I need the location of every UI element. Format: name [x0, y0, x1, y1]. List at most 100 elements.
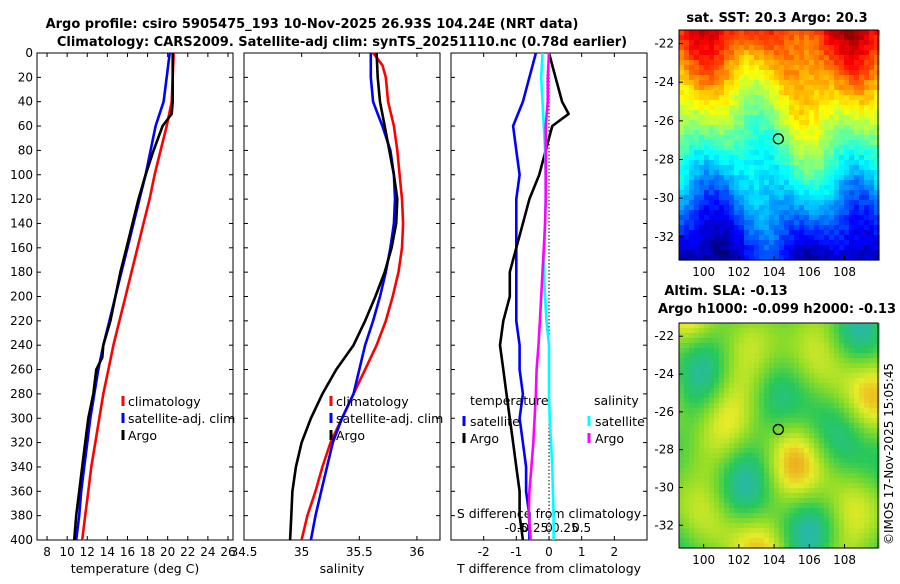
- sla-cell: [829, 528, 835, 534]
- sla-cell: [814, 518, 820, 524]
- sla-cell: [764, 358, 770, 364]
- sla-cell: [714, 338, 720, 344]
- sla-cell: [784, 458, 790, 464]
- sla-cell: [689, 388, 695, 394]
- sla-cell: [744, 373, 750, 379]
- sst-cell: [874, 165, 880, 171]
- sla-cell: [734, 363, 740, 369]
- sla-cell: [794, 438, 800, 444]
- sla-cell: [864, 353, 870, 359]
- sst-cell: [679, 40, 685, 46]
- sla-cell: [799, 353, 805, 359]
- sst-cell: [724, 160, 730, 166]
- sla-cell: [789, 328, 795, 334]
- sst-cell: [749, 80, 755, 86]
- sst-cell: [684, 115, 690, 121]
- sla-cell: [729, 468, 735, 474]
- sst-cell: [749, 240, 755, 246]
- sst-cell: [849, 165, 855, 171]
- sla-cell: [844, 433, 850, 439]
- sla-cell: [814, 493, 820, 499]
- sla-cell: [844, 333, 850, 339]
- sst-cell: [739, 185, 745, 191]
- sla-cell: [704, 528, 710, 534]
- sst-cell: [829, 230, 835, 236]
- sla-cell: [704, 393, 710, 399]
- sla-cell: [764, 493, 770, 499]
- sst-cell: [749, 130, 755, 136]
- sla-cell: [774, 488, 780, 494]
- sst-cell: [804, 240, 810, 246]
- sla-cell: [864, 343, 870, 349]
- sla-cell: [734, 533, 740, 539]
- sst-cell: [769, 65, 775, 71]
- sst-cell: [764, 195, 770, 201]
- sst-cell: [714, 110, 720, 116]
- sla-cell: [789, 363, 795, 369]
- sla-cell: [829, 428, 835, 434]
- sst-cell: [819, 70, 825, 76]
- sla-cell: [729, 333, 735, 339]
- sst-cell: [739, 55, 745, 61]
- sst-cell: [764, 210, 770, 216]
- diff-line-s-argo: [527, 52, 551, 541]
- sst-cell: [724, 85, 730, 91]
- sla-cell: [764, 458, 770, 464]
- sla-cell: [824, 448, 830, 454]
- sst-cell: [804, 110, 810, 116]
- sla-cell: [874, 468, 880, 474]
- sst-cell: [774, 220, 780, 226]
- sst-cell: [844, 200, 850, 206]
- sla-cell: [869, 373, 875, 379]
- sla-cell: [734, 378, 740, 384]
- sla-cell: [859, 473, 865, 479]
- sla-cell: [734, 503, 740, 509]
- sla-cell: [779, 448, 785, 454]
- sst-cell: [819, 125, 825, 131]
- sla-cell: [699, 493, 705, 499]
- sla-cell: [849, 373, 855, 379]
- sst-cell: [734, 120, 740, 126]
- sst-cell: [719, 50, 725, 56]
- sla-cell: [784, 508, 790, 514]
- sst-cell: [709, 55, 715, 61]
- temperature-xlabel: temperature (deg C): [71, 561, 200, 576]
- sla-cell: [789, 443, 795, 449]
- sla-cell: [734, 468, 740, 474]
- sst-cell: [689, 180, 695, 186]
- sst-cell: [684, 190, 690, 196]
- sst-cell: [794, 160, 800, 166]
- sst-cell: [794, 180, 800, 186]
- sst-cell: [729, 250, 735, 256]
- sst-cell: [844, 150, 850, 156]
- sst-cell: [799, 50, 805, 56]
- sst-cell: [804, 55, 810, 61]
- sst-cell: [734, 45, 740, 51]
- sst-cell: [864, 165, 870, 171]
- sst-cell: [759, 190, 765, 196]
- difference-xtick-label: 0: [545, 545, 553, 559]
- sla-cell: [844, 528, 850, 534]
- sla-cell: [824, 473, 830, 479]
- sst-cell: [764, 150, 770, 156]
- sla-cell: [854, 383, 860, 389]
- sla-cell: [759, 438, 765, 444]
- sst-cell: [809, 245, 815, 251]
- sla-cell: [839, 533, 845, 539]
- sla-cell: [734, 338, 740, 344]
- sla-cell: [694, 458, 700, 464]
- sla-cell: [769, 398, 775, 404]
- sla-cell: [724, 478, 730, 484]
- sla-cell: [764, 508, 770, 514]
- sal-line-argo: [288, 52, 399, 541]
- sst-cell: [804, 140, 810, 146]
- sst-cell: [814, 225, 820, 231]
- sst-cell: [734, 50, 740, 56]
- sst-cell: [694, 150, 700, 156]
- sla-cell: [714, 443, 720, 449]
- sst-cell: [764, 75, 770, 81]
- sst-cell: [839, 195, 845, 201]
- sla-cell: [689, 478, 695, 484]
- sst-cell: [679, 170, 685, 176]
- sla-cell: [689, 333, 695, 339]
